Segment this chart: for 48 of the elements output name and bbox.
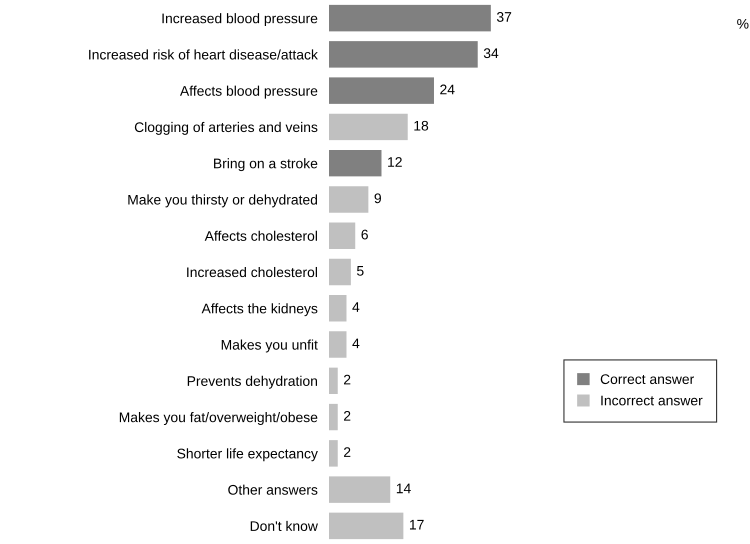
bar [329,186,368,213]
bar [329,368,338,394]
data-label: 2 [344,410,350,421]
y-tick-label: Bring on a stroke [214,158,318,172]
y-tick-label: Makes you unfit [222,340,318,352]
data-label: 5 [356,266,364,276]
data-label: 24 [440,84,455,94]
y-tick-label: Affects cholesterol [204,230,317,241]
y-tick-label: Affects blood pressure [180,86,318,99]
bar [329,150,382,176]
data-label: 17 [410,520,424,530]
data-label: 2 [344,374,350,384]
data-label: 4 [352,338,360,348]
data-label: 34 [484,48,498,58]
bar [329,331,346,358]
bar [329,295,346,322]
bar [329,476,390,503]
bar [329,77,434,104]
legend-label: Incorrect answer [601,396,702,406]
data-label: 14 [396,484,411,494]
bar [329,4,491,32]
y-tick-label: Makes you fat/overweight/obese [120,412,318,425]
data-label: 6 [362,230,368,240]
bar [329,114,408,140]
bar [329,258,351,286]
legend-label: Correct answer [600,374,694,384]
bar [329,512,404,540]
y-tick-label: Increased cholesterol [187,266,317,278]
data-label: 2 [344,447,350,457]
y-tick-label: Prevents dehydration [188,376,317,389]
data-label: 12 [388,157,402,167]
bar [329,404,338,430]
y-tick-label: Affects the kidneys [202,303,318,316]
y-tick-label: Increased blood pressure [162,13,318,26]
data-label: 37 [496,12,512,22]
data-label: 4 [352,302,360,312]
y-tick-label: Other answers [228,484,318,495]
y-tick-label: Make you thirsty or dehydrated [128,194,318,208]
y-tick-label: Increased risk of heart disease/attack [89,49,318,60]
y-tick-label: Clogging of arteries and veins [134,122,318,135]
data-label: 9 [374,193,381,204]
bar [329,41,478,68]
data-label: 18 [414,120,428,131]
bar [329,222,356,249]
text: % [737,18,749,29]
bar [329,440,338,467]
y-tick-label: Shorter life expectancy [177,448,318,462]
y-tick-label: Don't know [250,520,318,532]
